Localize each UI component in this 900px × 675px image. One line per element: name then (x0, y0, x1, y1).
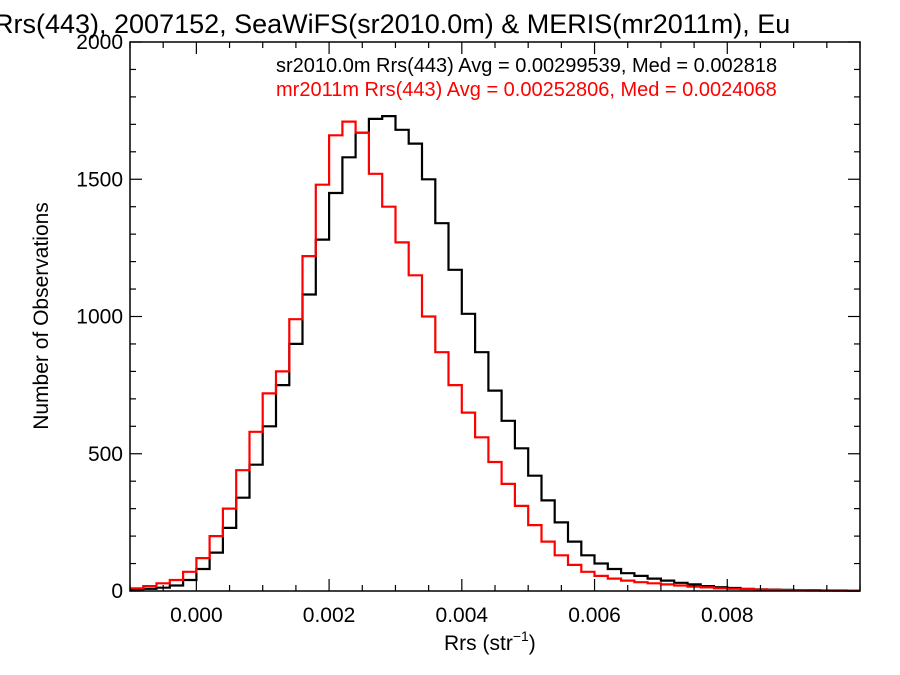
x-axis-label-main: Rrs (str (444, 632, 513, 655)
legend-mr2011-annotation: mr2011m Rrs(443) Avg = 0.00252806, Med =… (276, 79, 777, 101)
x-tick-label: 0.000 (170, 604, 223, 627)
x-axis-label: Rrs (str−1) (444, 628, 536, 655)
series-line-mr2011m (130, 120, 860, 592)
plot-frame (129, 41, 861, 592)
x-axis-label-superscript: −1 (513, 628, 529, 644)
x-tick-label: 0.006 (568, 604, 621, 627)
x-tick-label: 0.004 (436, 604, 489, 627)
series-line-sr2010.0m (130, 115, 860, 592)
x-tick-label: 0.008 (701, 604, 754, 627)
chart-title: Rrs(443), 2007152, SeaWiFS(sr2010.0m) & … (0, 9, 790, 39)
axis-ticks: 0.000 0.002 0.004 0.006 0.008 0 500 1000 1500 200… (76, 31, 861, 627)
x-axis-label-close: ) (529, 632, 536, 655)
y-tick-label: 0 (111, 580, 123, 603)
y-tick-label: 2000 (76, 31, 123, 54)
y-axis-label: Number of Observations (30, 202, 53, 430)
y-tick-label: 1000 (76, 306, 123, 329)
legend-sr2010-annotation: sr2010.0m Rrs(443) Avg = 0.00299539, Med… (276, 55, 777, 77)
y-tick-label: 1500 (76, 168, 123, 191)
y-tick-label: 500 (88, 443, 123, 466)
plot-area (130, 115, 860, 592)
x-tick-label: 0.002 (303, 604, 356, 627)
